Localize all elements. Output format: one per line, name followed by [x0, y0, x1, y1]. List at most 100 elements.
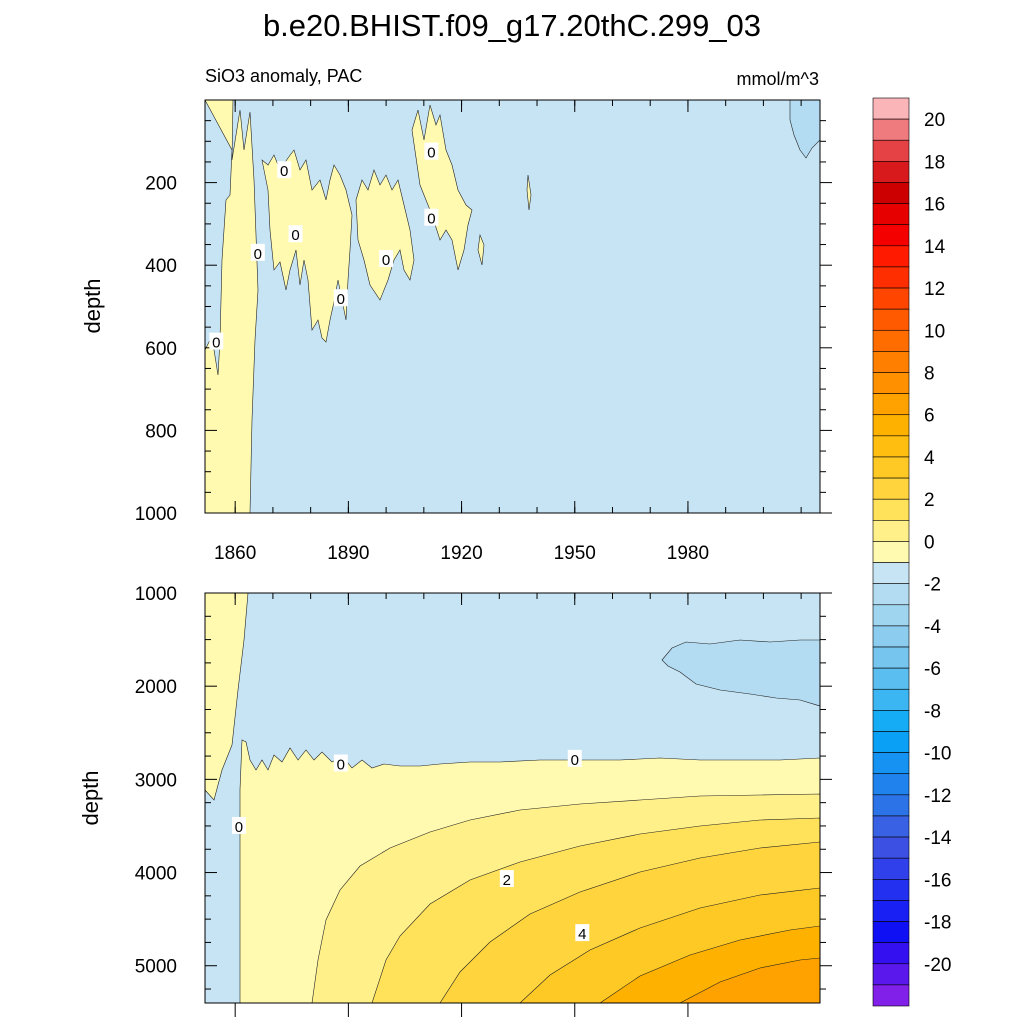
contour-label: 0	[571, 752, 579, 769]
colorbar-swatch	[872, 963, 910, 986]
colorbar-label: -2	[924, 575, 941, 596]
colorbar-swatch	[872, 984, 910, 1007]
colorbar-swatch	[872, 182, 910, 204]
colorbar-label: 6	[924, 406, 935, 427]
colorbar-label: -6	[924, 659, 941, 680]
upper-x-tick-label: 1980	[667, 543, 709, 564]
lower-y-tick-label: 3000	[135, 770, 177, 791]
contour-label: 0	[382, 252, 390, 269]
colorbar-label: 8	[924, 364, 935, 385]
contour-label: 0	[212, 335, 220, 352]
lower-y-tick-label: 2000	[135, 677, 177, 698]
contour-label-bg	[333, 754, 348, 772]
colorbar-swatch	[872, 921, 910, 943]
colorbar-swatch	[872, 351, 910, 373]
upper-x-tick-label: 1860	[214, 543, 256, 564]
lower-y-tick-label: 4000	[135, 864, 177, 885]
lower-positive-wedge	[205, 593, 249, 801]
upper-positive-band-a	[261, 149, 353, 343]
lower-negative2-patch	[661, 639, 820, 707]
colorbar-swatch	[872, 139, 910, 162]
colorbar-swatch	[872, 541, 910, 563]
contour-label-bg	[499, 870, 514, 888]
colorbar-label: -12	[924, 786, 951, 807]
colorbar-swatch	[872, 815, 910, 838]
lower-y-tick-label: 1000	[135, 584, 177, 605]
contour-label-bg	[277, 161, 292, 179]
colorbar-label: 16	[924, 195, 945, 216]
colorbar-swatch	[872, 794, 910, 817]
colorbar-swatch	[872, 477, 910, 500]
colorbar-swatch	[872, 203, 910, 225]
colorbar-swatch	[872, 456, 910, 479]
contour-label: 0	[254, 246, 262, 263]
colorbar-swatch	[872, 667, 910, 690]
colorbar-label: -4	[924, 617, 941, 638]
colorbar-label: -18	[924, 913, 951, 934]
colorbar-label: 14	[924, 237, 946, 258]
colorbar-swatch	[872, 625, 910, 648]
colorbar-swatch	[872, 393, 910, 416]
upper-ticks: 1860 1890 1920 1950 1980 200 400 600 800 1000	[135, 100, 832, 564]
contour-label-bg	[424, 142, 439, 160]
colorbar-label: 4	[924, 448, 935, 469]
lower-panel: 1000 2000 3000 4000 5000 0 0 0 2 4 depth	[78, 584, 832, 1017]
figure-title: b.e20.BHIST.f09_g17.20thC.299_03	[263, 8, 761, 43]
upper-y-tick-label: 400	[145, 256, 177, 277]
colorbar-swatch	[872, 414, 910, 437]
upper-y-tick-label: 200	[145, 174, 177, 195]
colorbar-swatch	[872, 710, 910, 732]
contour-label-bg	[575, 924, 590, 942]
colorbar-label: 2	[924, 490, 935, 511]
colorbar-swatch	[872, 329, 910, 352]
colorbar-swatch	[872, 520, 910, 542]
contour-label: 0	[337, 757, 345, 774]
colorbar-swatch	[872, 118, 910, 141]
colorbar-swatch	[872, 752, 910, 775]
lower-level-6	[679, 957, 820, 1003]
lower-y-tick-label: 5000	[135, 957, 177, 978]
contour-label: 0	[427, 145, 435, 162]
colorbar-label: -14	[924, 828, 952, 849]
colorbar-swatch	[872, 308, 910, 331]
panel-subtitle: SiO3 anomaly, PAC	[205, 66, 362, 86]
upper-y-tick-label: 800	[145, 421, 177, 442]
upper-y-tick-label: 1000	[135, 504, 177, 525]
colorbar-swatch	[872, 97, 910, 120]
colorbar-swatch	[872, 879, 910, 901]
colorbar-swatch	[872, 942, 910, 965]
colorbar-swatch	[872, 161, 910, 183]
colorbar-swatch	[872, 435, 910, 458]
contour-label-bg	[333, 289, 348, 307]
contour-label: 4	[578, 926, 586, 943]
upper-x-tick-label: 1950	[554, 543, 596, 564]
upper-x-tick-label: 1920	[440, 543, 482, 564]
colorbar-swatch	[872, 372, 910, 394]
colorbar-label: -20	[924, 955, 951, 976]
upper-contour-fill	[205, 100, 820, 513]
contour-label: 0	[291, 227, 299, 244]
contour-label-bg	[288, 225, 303, 243]
contour-label-bg	[209, 332, 224, 350]
upper-x-tick-label: 1890	[327, 543, 369, 564]
colorbar-swatch	[872, 498, 910, 521]
colorbar-label: -16	[924, 870, 951, 891]
upper-positive-blob	[526, 174, 532, 211]
upper-y-axis-label: depth	[80, 278, 105, 333]
upper-positive-column	[205, 100, 259, 513]
upper-y-tick-label: 600	[145, 339, 177, 360]
lower-y-axis-label: depth	[78, 770, 103, 825]
contour-label: 0	[235, 819, 243, 836]
upper-negative2-patch	[789, 100, 820, 159]
contour-label-bg	[424, 208, 439, 226]
colorbar-swatch	[872, 731, 910, 753]
upper-positive-blob	[477, 233, 485, 266]
contour-label-bg	[250, 243, 265, 261]
colorbar-label: -10	[924, 744, 951, 765]
colorbar-label: -8	[924, 701, 941, 722]
colorbar-swatch	[872, 562, 910, 584]
colorbar-swatch	[872, 836, 910, 859]
contour-label: 0	[337, 291, 345, 308]
